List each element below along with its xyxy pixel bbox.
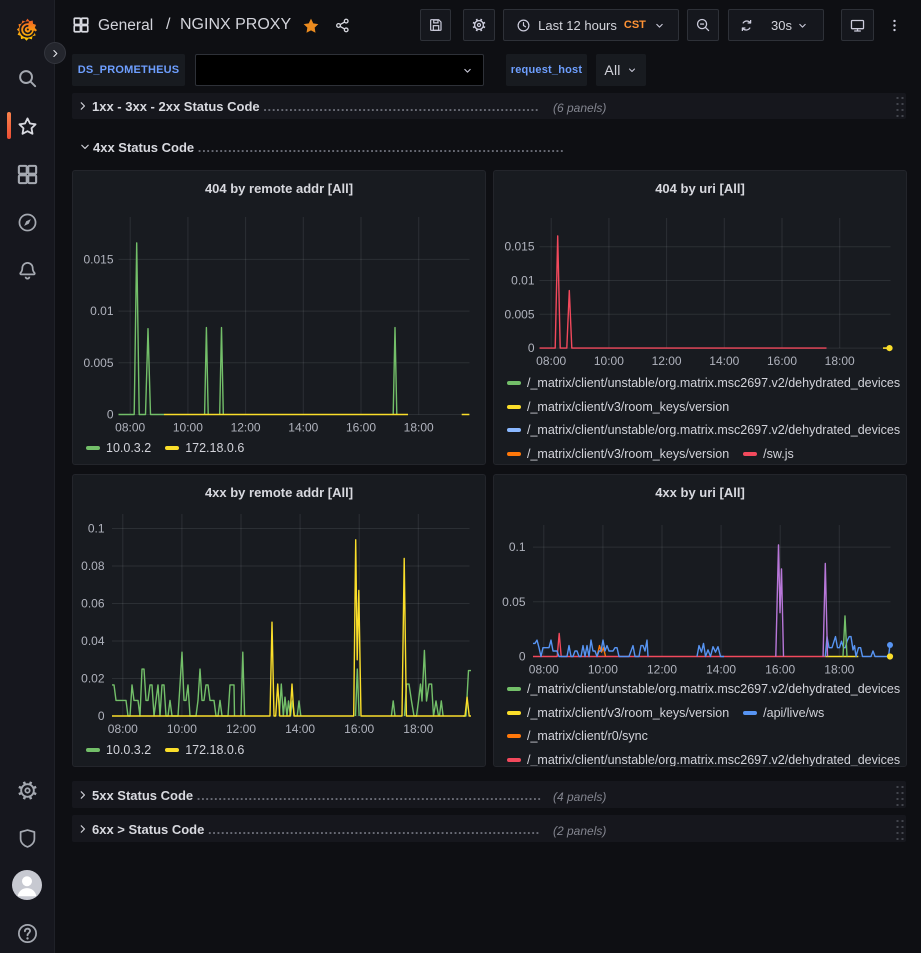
svg-text:08:00: 08:00 — [529, 663, 559, 677]
svg-text:0.01: 0.01 — [511, 274, 535, 288]
svg-text:0: 0 — [107, 408, 114, 422]
svg-text:12:00: 12:00 — [231, 421, 261, 435]
svg-text:08:00: 08:00 — [115, 421, 145, 435]
svg-text:16:00: 16:00 — [765, 663, 795, 677]
svg-text:0.015: 0.015 — [504, 240, 534, 254]
svg-text:14:00: 14:00 — [709, 354, 739, 368]
svg-text:08:00: 08:00 — [108, 722, 138, 736]
svg-text:16:00: 16:00 — [344, 722, 374, 736]
svg-text:08:00: 08:00 — [536, 354, 566, 368]
svg-text:0: 0 — [98, 709, 105, 723]
svg-text:0.08: 0.08 — [81, 559, 105, 573]
svg-text:18:00: 18:00 — [825, 354, 855, 368]
svg-text:0.1: 0.1 — [88, 522, 105, 536]
svg-text:14:00: 14:00 — [285, 722, 315, 736]
svg-text:14:00: 14:00 — [706, 663, 736, 677]
svg-text:12:00: 12:00 — [652, 354, 682, 368]
svg-text:16:00: 16:00 — [346, 421, 376, 435]
svg-text:0.06: 0.06 — [81, 597, 105, 611]
svg-text:12:00: 12:00 — [226, 722, 256, 736]
svg-text:10:00: 10:00 — [594, 354, 624, 368]
svg-text:0.01: 0.01 — [90, 304, 114, 318]
svg-text:18:00: 18:00 — [404, 421, 434, 435]
svg-text:12:00: 12:00 — [647, 663, 677, 677]
svg-text:0.005: 0.005 — [83, 356, 113, 370]
svg-text:0.05: 0.05 — [502, 595, 526, 609]
svg-text:0.015: 0.015 — [83, 252, 113, 266]
svg-text:10:00: 10:00 — [167, 722, 197, 736]
svg-text:18:00: 18:00 — [403, 722, 433, 736]
svg-text:10:00: 10:00 — [173, 421, 203, 435]
svg-text:0: 0 — [528, 341, 535, 355]
svg-text:14:00: 14:00 — [288, 421, 318, 435]
svg-text:0.1: 0.1 — [509, 540, 526, 554]
svg-text:18:00: 18:00 — [824, 663, 854, 677]
svg-text:0.005: 0.005 — [504, 307, 534, 321]
svg-text:0: 0 — [519, 650, 526, 664]
svg-text:10:00: 10:00 — [588, 663, 618, 677]
svg-text:16:00: 16:00 — [767, 354, 797, 368]
svg-text:0.04: 0.04 — [81, 634, 105, 648]
svg-text:0.02: 0.02 — [81, 672, 105, 686]
